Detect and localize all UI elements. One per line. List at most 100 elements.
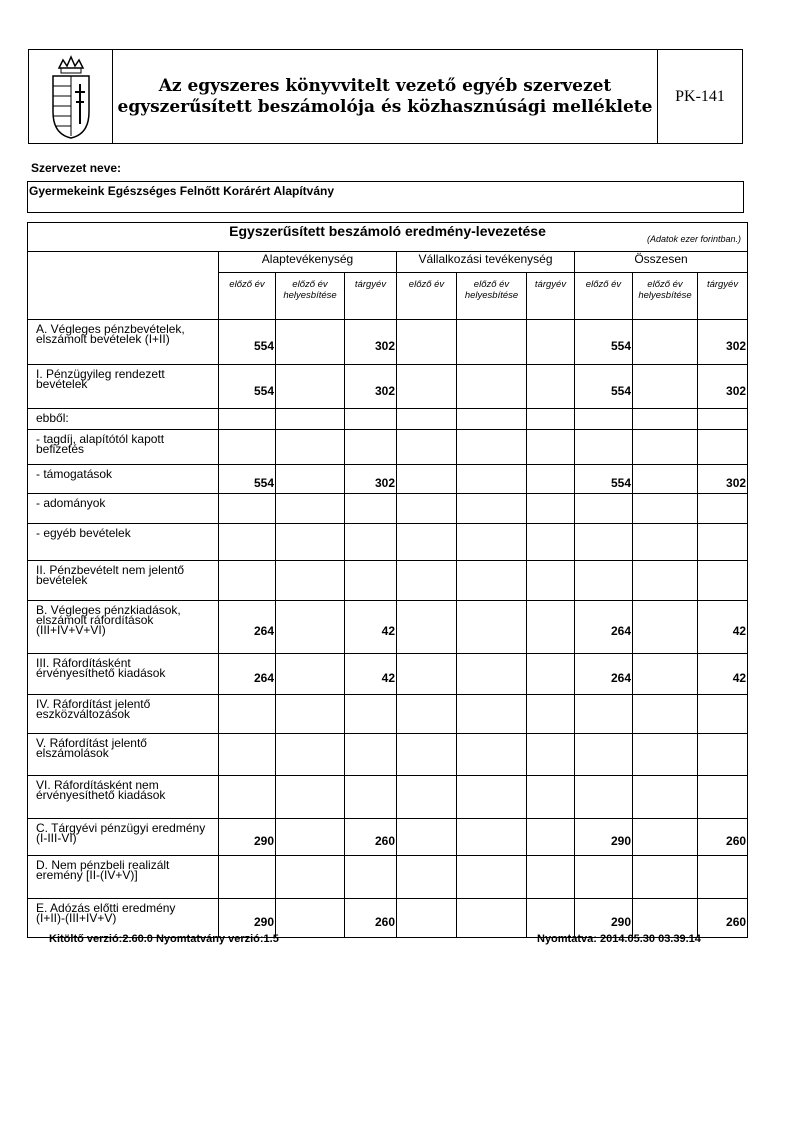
value-cell [275,775,345,819]
table-row: - egyéb bevételek [27,523,749,561]
table-row: V. Ráfordítást jelentő elszámolások [27,733,749,776]
blank-header-cell [27,251,219,320]
value-cell [526,818,575,856]
table-row: - tagdíj, alapítótól kapott befizetés [27,429,749,465]
value-cell [275,694,345,734]
unit-note: (Adatok ezer forintban.) [646,234,742,244]
table-row: II. Pénzbevételt nem jelentő bevételek [27,560,749,601]
value-cell [632,523,698,561]
value-cell [456,898,527,938]
value-cell [396,775,457,819]
value-cell [574,560,633,601]
value-cell: 264 [574,600,633,654]
value-cell [526,464,575,494]
value-cell [218,694,276,734]
value-cell [574,493,633,524]
group-header: Összesen [573,251,749,273]
value-cell [218,429,276,465]
value-cell [275,600,345,654]
value-cell [456,733,527,776]
value-cell [526,600,575,654]
value-cell [456,493,527,524]
organization-name: Gyermekeink Egészséges Felnőtt Korárért … [27,181,744,213]
value-cell [574,523,633,561]
value-cell [632,464,698,494]
value-cell: 302 [344,464,397,494]
value-cell [396,898,457,938]
table-row: E. Adózás előtti eredmény (I+II)-(III+IV… [27,898,749,938]
value-cell [344,408,397,430]
subcolumn-header: előző év [396,272,457,320]
value-cell [275,855,345,899]
value-cell [456,429,527,465]
value-cell [632,775,698,819]
value-cell [344,733,397,776]
value-cell: 554 [218,464,276,494]
subcolumn-header: előző év helyesbítése [632,272,698,320]
value-cell [396,818,457,856]
value-cell [574,775,633,819]
subcolumn-header: előző év [218,272,276,320]
value-cell [526,364,575,409]
value-cell [526,733,575,776]
value-cell: 42 [696,653,749,695]
value-cell [218,560,276,601]
value-cell [396,319,457,365]
row-label: IV. Ráfordítást jelentő eszközváltozások [27,694,219,734]
value-cell [275,493,345,524]
title-line-1: Az egyszeres könyvvitelt vezető egyéb sz… [158,75,612,96]
value-cell [632,694,698,734]
row-label: VI. Ráfordításként nem érvényesíthető ki… [27,775,219,819]
value-cell [396,694,457,734]
table-row: A. Végleges pénzbevételek, elszámolt bev… [27,319,749,365]
row-label: ebből: [27,408,219,430]
value-cell [696,855,749,899]
value-cell [396,600,457,654]
value-cell: 290 [218,818,276,856]
value-cell: 260 [344,898,397,938]
value-cell: 264 [574,653,633,695]
value-cell [574,429,633,465]
row-label: E. Adózás előtti eredmény (I+II)-(III+IV… [27,898,219,938]
value-cell [218,408,276,430]
value-cell [632,733,698,776]
subcolumn-header: előző év helyesbítése [456,272,527,320]
value-cell: 554 [574,464,633,494]
table-row: IV. Ráfordítást jelentő eszközváltozások [27,694,749,734]
value-cell [344,493,397,524]
value-cell: 264 [218,600,276,654]
value-cell: 302 [344,319,397,365]
value-cell [275,818,345,856]
value-cell [275,898,345,938]
table-row: C. Tárgyévi pénzügyi eredmény (I-III-VI)… [27,818,749,856]
row-label: D. Nem pénzbeli realizált eremény [II-(I… [27,855,219,899]
row-label: - tagdíj, alapítótól kapott befizetés [27,429,219,465]
value-cell [275,560,345,601]
value-cell [456,775,527,819]
value-cell [275,319,345,365]
row-label: A. Végleges pénzbevételek, elszámolt bev… [27,319,219,365]
row-label: B. Végleges pénzkiadások, elszámolt ráfo… [27,600,219,654]
print-date: Nyomtatva: 2014.05.30 03.39.14 [537,933,701,945]
row-label: - támogatások [27,464,219,494]
value-cell [344,855,397,899]
value-cell [275,653,345,695]
value-cell [574,733,633,776]
value-cell [456,464,527,494]
value-cell [344,694,397,734]
table-row: D. Nem pénzbeli realizált eremény [II-(I… [27,855,749,899]
value-cell [696,408,749,430]
value-cell [275,464,345,494]
value-cell [218,493,276,524]
value-cell [632,408,698,430]
table-row: - adományok [27,493,749,524]
value-cell [526,523,575,561]
value-cell [632,429,698,465]
table-title: Egyszerűsített beszámoló eredmény-leveze… [229,223,546,240]
value-cell: 264 [218,653,276,695]
table-row: III. Ráfordításként érvényesíthető kiadá… [27,653,749,695]
value-cell [396,653,457,695]
form-title: Az egyszeres könyvvitelt vezető egyéb sz… [113,50,657,143]
row-label: - egyéb bevételek [27,523,219,561]
